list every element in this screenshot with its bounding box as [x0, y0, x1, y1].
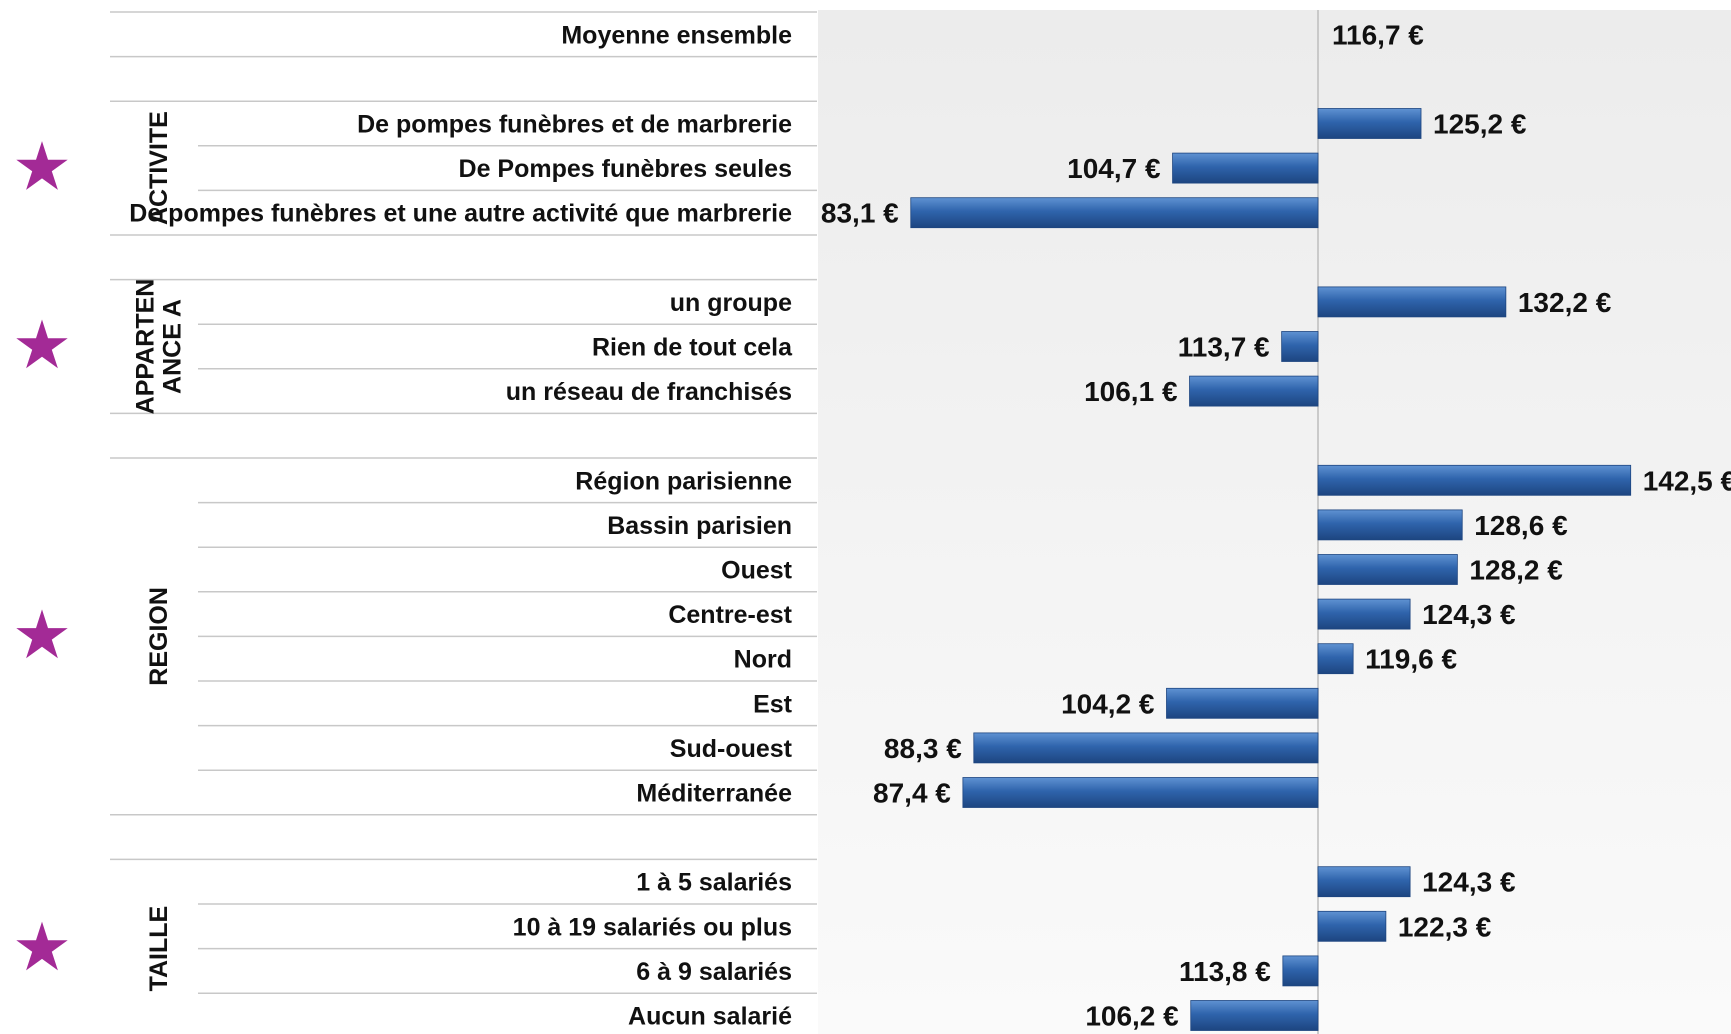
group-label-appartenance-a: APPARTENANCE A	[132, 279, 187, 415]
data-label-sud-ouest: 88,3 €	[884, 733, 962, 764]
data-label-de-pompes-funebres-seules: 104,7 €	[1067, 153, 1161, 184]
category-label-mediterranee: Méditerranée	[636, 780, 792, 808]
table-rules	[110, 11, 817, 994]
category-label-ouest: Ouest	[721, 557, 793, 585]
data-label-1-a-5-salaries: 124,3 €	[1422, 867, 1516, 898]
bar-un-groupe	[1317, 286, 1507, 318]
category-label-centre-est: Centre-est	[668, 601, 792, 629]
category-label-6-a-9-salaries: 6 à 9 salariés	[636, 958, 792, 986]
category-label-1-a-5-salaries: 1 à 5 salariés	[636, 869, 792, 897]
bar-sud-ouest	[973, 732, 1319, 764]
bar-ouest	[1317, 554, 1458, 585]
star-icon-taille	[16, 921, 68, 971]
category-label-nord: Nord	[734, 646, 792, 674]
bar-rien-de-tout-cela	[1281, 331, 1319, 362]
group-label-line: TAILLE	[145, 906, 173, 992]
bar-mediterranee	[962, 777, 1319, 808]
category-label-un-reseau-de-franchises: un réseau de franchisés	[506, 378, 792, 406]
group-label-line: ANCE A	[159, 299, 187, 394]
bar-de-pompes-funebres-et-de-marbrerie	[1317, 108, 1422, 139]
bar-de-pompes-funebres-seules	[1172, 152, 1319, 184]
category-label-region-parisienne: Région parisienne	[575, 467, 792, 495]
category-label-10-a-19-salaries-ou-plus: 10 à 19 salariés ou plus	[513, 913, 792, 941]
data-label-mediterranee: 87,4 €	[873, 778, 951, 809]
data-label-aucun-salarie: 106,2 €	[1085, 1001, 1179, 1032]
bar-nord	[1317, 643, 1354, 675]
bar-de-pompes-funebres-et-une-autre-activite-que-marbrerie	[910, 197, 1319, 229]
bar-centre-est	[1317, 598, 1411, 630]
bar-6-a-9-salaries	[1282, 955, 1319, 987]
bar-aucun-salarie	[1190, 1000, 1319, 1031]
reference-label: Moyenne ensemble	[561, 21, 792, 49]
bar-10-a-19-salaries-ou-plus	[1317, 910, 1387, 942]
group-label-line: REGION	[145, 587, 173, 686]
data-label-centre-est: 124,3 €	[1422, 599, 1516, 630]
group-label-activite: ACTIVITE	[145, 111, 173, 225]
group-label-region: REGION	[145, 587, 173, 686]
category-label-sud-ouest: Sud-ouest	[670, 735, 793, 763]
data-label-6-a-9-salaries: 113,8 €	[1179, 956, 1271, 987]
group-label-line: ACTIVITE	[145, 111, 173, 225]
star-icon-activite	[16, 141, 68, 190]
category-label-aucun-salarie: Aucun salarié	[628, 1003, 792, 1031]
category-label-un-groupe: un groupe	[670, 289, 792, 317]
bar-region-parisienne	[1317, 464, 1632, 496]
data-label-est: 104,2 €	[1061, 688, 1155, 719]
bar-est	[1166, 687, 1319, 719]
star-icon-region	[16, 609, 68, 659]
category-label-rien-de-tout-cela: Rien de tout cela	[592, 334, 793, 362]
data-label-rien-de-tout-cela: 113,7 €	[1178, 332, 1270, 363]
data-label-un-groupe: 132,2 €	[1518, 287, 1612, 318]
bar-bassin-parisien	[1317, 509, 1463, 541]
data-label-nord: 119,6 €	[1365, 644, 1457, 675]
category-label-est: Est	[753, 690, 793, 718]
category-label-de-pompes-funebres-et-de-marbrerie: De pompes funèbres et de marbrerie	[357, 111, 792, 139]
reference-value-label: 116,7 €	[1332, 19, 1424, 50]
data-label-un-reseau-de-franchises: 106,1 €	[1084, 376, 1178, 407]
bar-un-reseau-de-franchises	[1189, 375, 1319, 407]
star-icon-appartenance-a	[16, 319, 68, 369]
category-label-bassin-parisien: Bassin parisien	[607, 512, 792, 540]
data-label-de-pompes-funebres-et-de-marbrerie: 125,2 €	[1433, 109, 1527, 140]
bar-1-a-5-salaries	[1317, 866, 1411, 898]
category-label-de-pompes-funebres-seules: De Pompes funèbres seules	[459, 155, 792, 183]
category-label-de-pompes-funebres-et-une-autre-activite-que-marbrerie: De pompes funèbres et une autre activité…	[129, 200, 792, 228]
group-label-line: APPARTEN	[132, 279, 160, 415]
data-label-de-pompes-funebres-et-une-autre-activite-que-marbrerie: 83,1 €	[821, 198, 899, 229]
data-label-10-a-19-salaries-ou-plus: 122,3 €	[1398, 911, 1492, 942]
data-label-ouest: 128,2 €	[1469, 555, 1563, 586]
group-label-taille: TAILLE	[145, 906, 173, 992]
chart-marks: Moyenne ensemble 116,7 € De pompes funèbre…	[16, 19, 1731, 1032]
data-label-region-parisienne: 142,5 €	[1643, 465, 1731, 496]
data-label-bassin-parisien: 128,6 €	[1474, 510, 1568, 541]
